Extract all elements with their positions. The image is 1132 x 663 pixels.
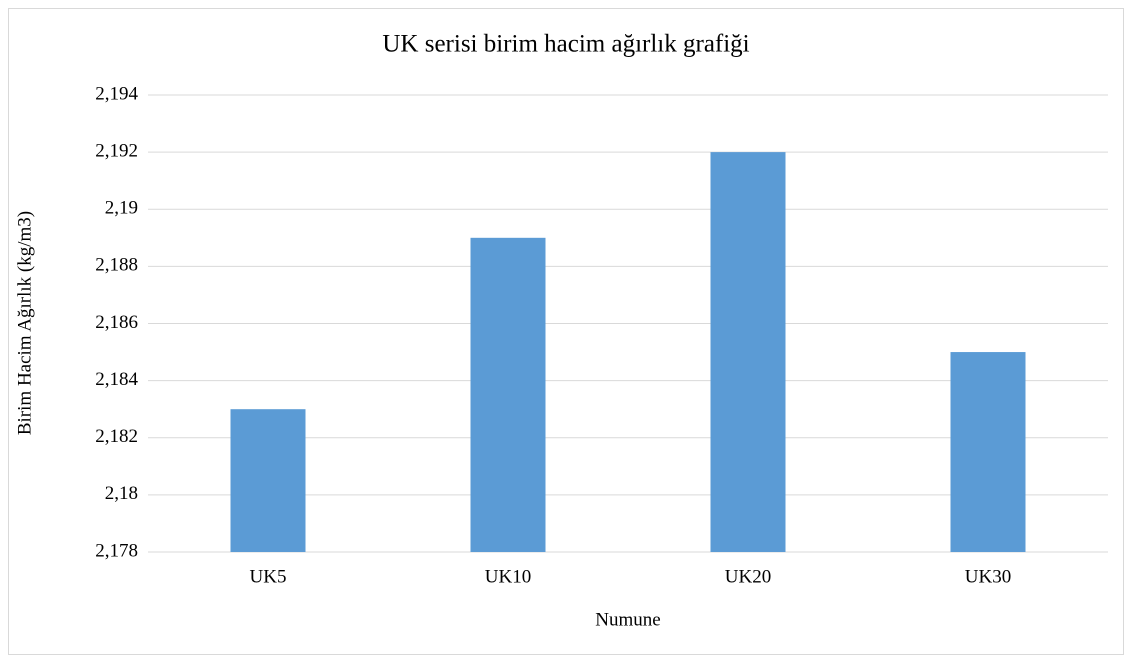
bar (710, 152, 786, 552)
y-tick-label: 2,178 (95, 540, 138, 561)
x-tick-label: UK20 (725, 566, 771, 587)
y-axis-label: Birim Hacim Ağırlık (kg/m3) (14, 211, 35, 435)
y-tick-label: 2,18 (105, 483, 138, 504)
y-tick-label: 2,186 (95, 312, 138, 333)
x-tick-label: UK10 (485, 566, 531, 587)
y-tick-label: 2,182 (95, 426, 138, 447)
bar (950, 352, 1026, 552)
chart-title: UK serisi birim hacim ağırlık grafiği (382, 31, 749, 58)
x-tick-label: UK30 (965, 566, 1011, 587)
chart-border (8, 8, 1124, 655)
bar (470, 237, 546, 552)
y-tick-label: 2,188 (95, 255, 138, 276)
x-axis-label: Numune (595, 609, 660, 630)
y-tick-label: 2,192 (95, 140, 138, 161)
y-tick-label: 2,19 (105, 198, 138, 219)
bar (230, 409, 306, 552)
y-tick-label: 2,184 (95, 369, 138, 390)
x-tick-label: UK5 (250, 566, 287, 587)
y-tick-label: 2,194 (95, 83, 138, 104)
